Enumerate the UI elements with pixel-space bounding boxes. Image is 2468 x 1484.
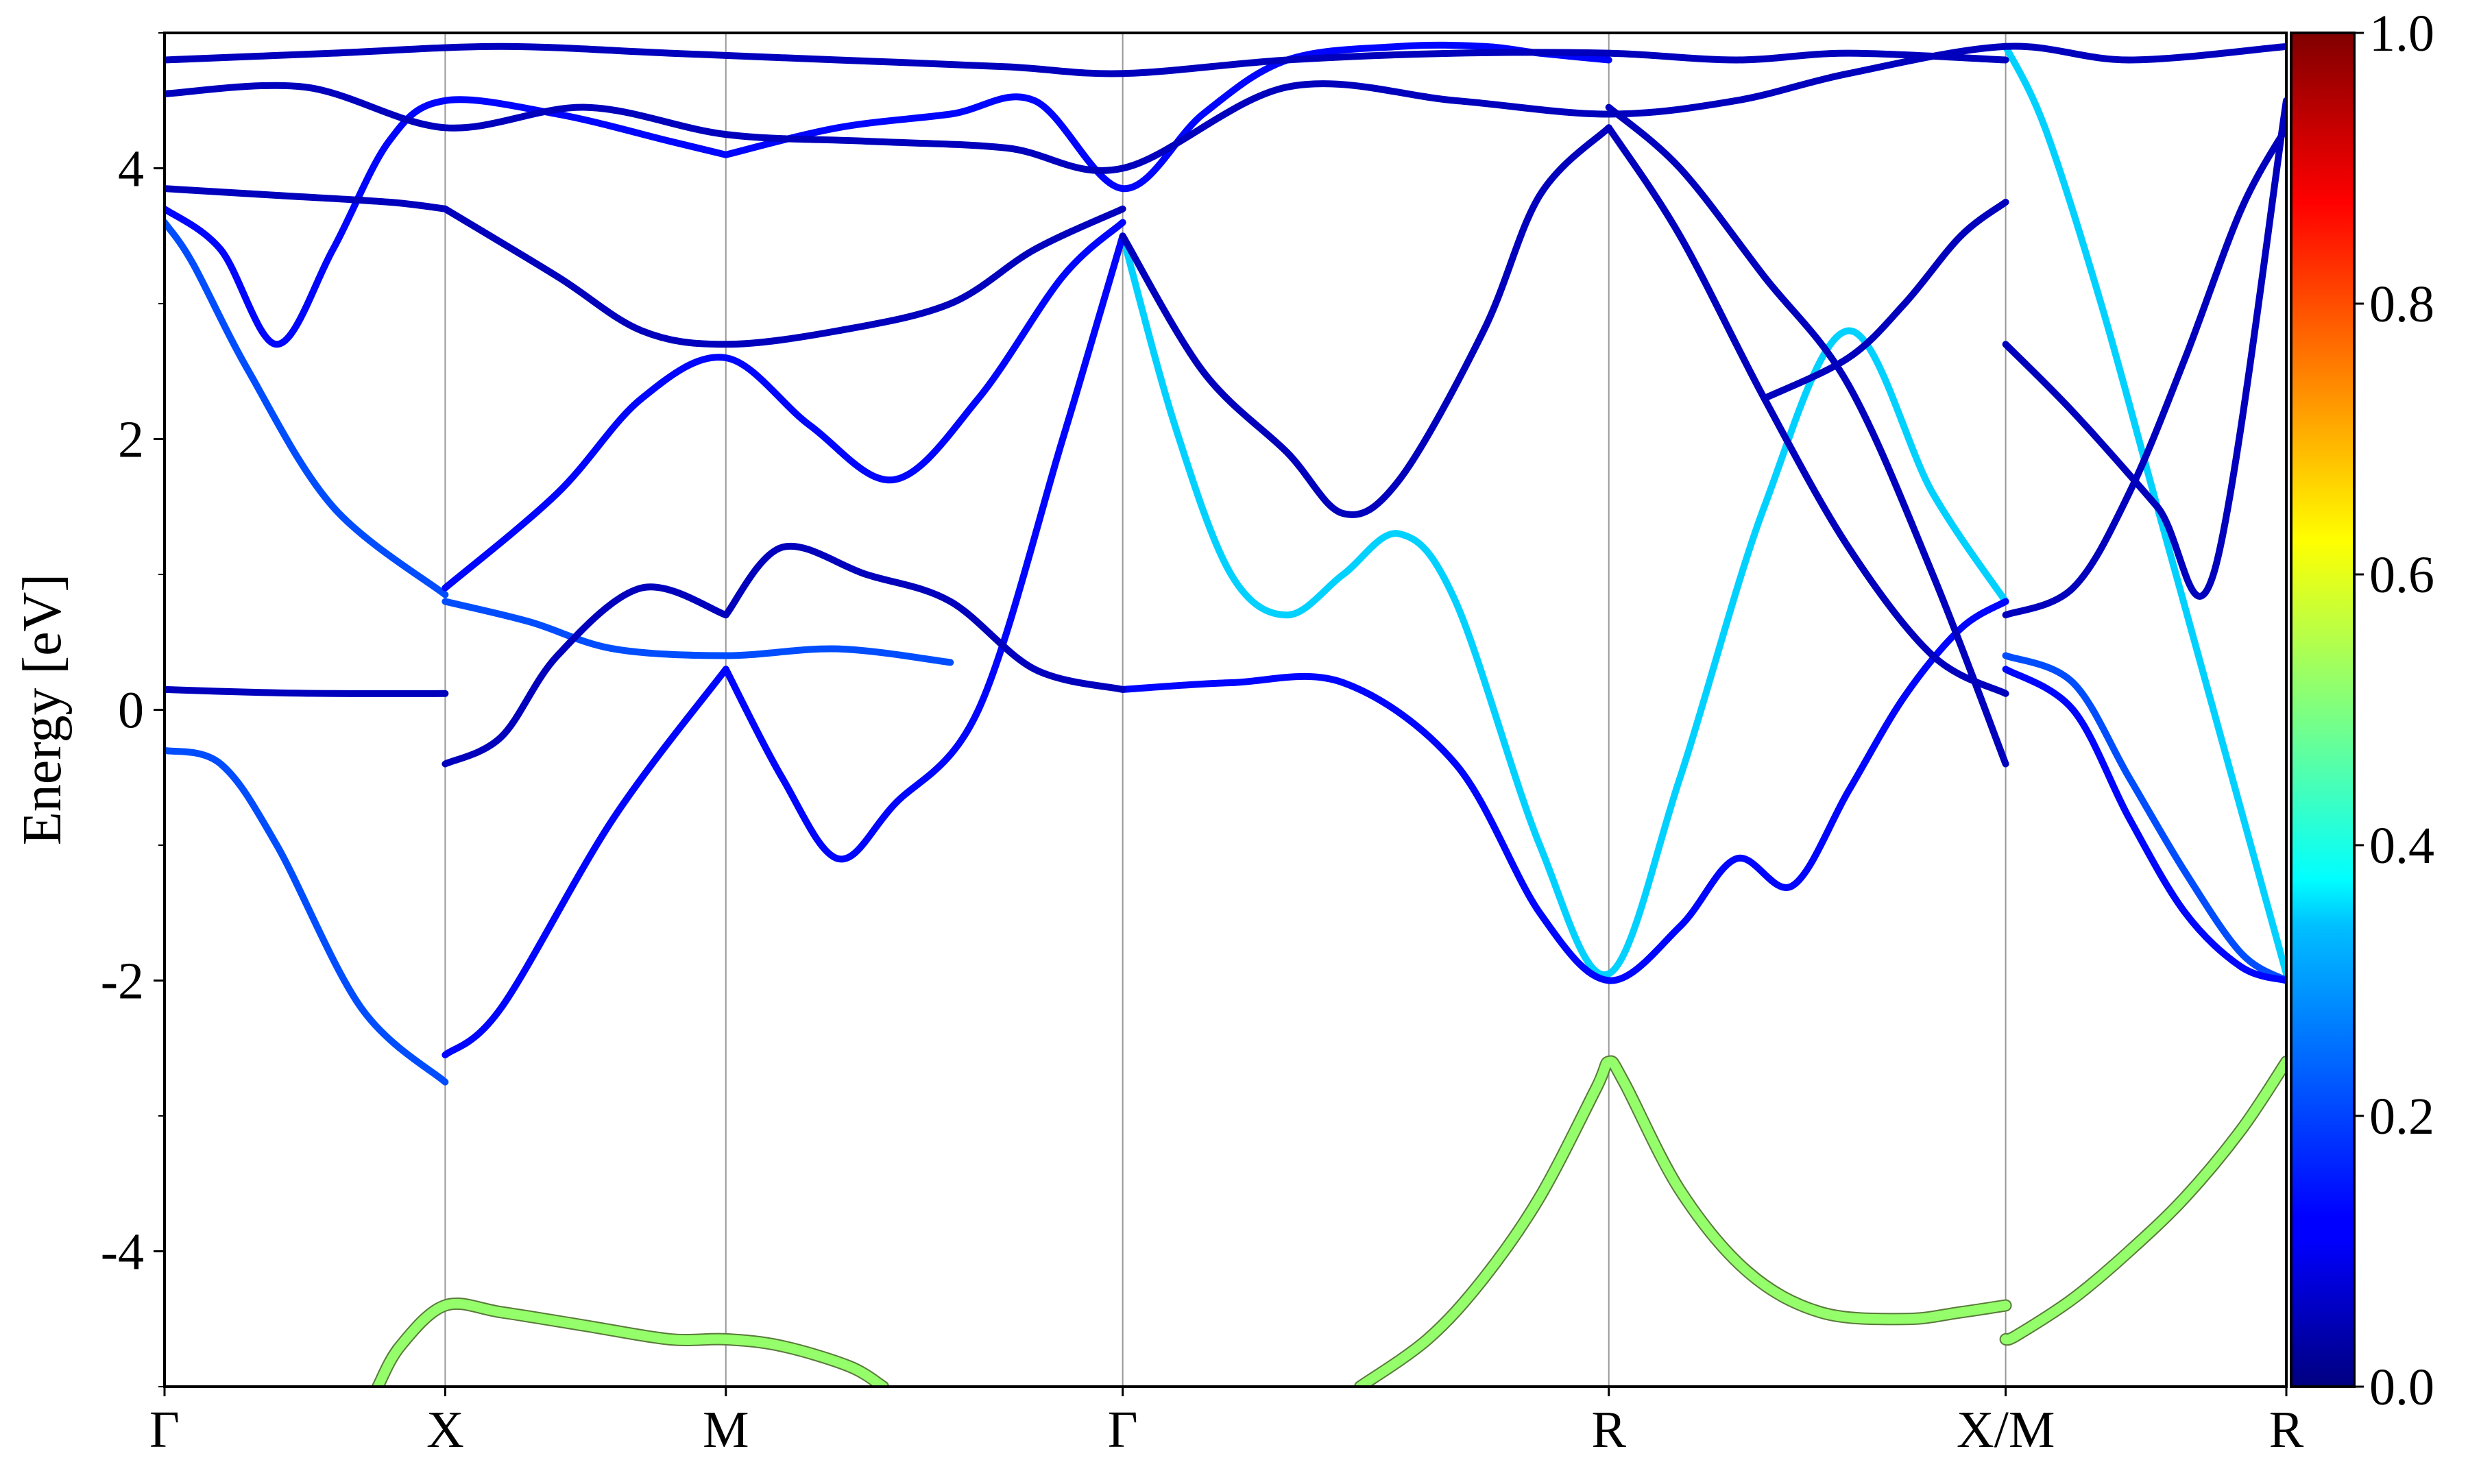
- band-line: [1355, 1056, 2011, 1387]
- x-tick-label: X: [426, 1401, 464, 1459]
- band-line: [2002, 42, 2286, 977]
- x-axis-ticks: Γ X M Γ R X/M R: [149, 1387, 2304, 1459]
- band-line: [165, 185, 449, 212]
- colorbar-ticks: 1.0 0.8 0.6 0.4 0.2 0.0: [2354, 5, 2434, 1416]
- colorbar-tick-label: 0.4: [2369, 817, 2434, 875]
- band-line: [722, 542, 1126, 693]
- band-line: [441, 205, 1126, 348]
- plot-frame: [163, 32, 2288, 1388]
- kpoint-gridlines: [444, 33, 2007, 1387]
- band-line: [441, 219, 1126, 592]
- y-axis-ticks: 4 2 0 -2 -4: [101, 32, 165, 1387]
- band-line: [165, 746, 449, 1086]
- band-line: [722, 232, 1126, 863]
- band-line: [2002, 666, 2286, 984]
- band-line: [2002, 97, 2286, 600]
- band-line-outline: [1999, 1056, 2286, 1346]
- y-tick-label: 2: [118, 411, 144, 469]
- colorbar-tick-label: 0.0: [2369, 1359, 2434, 1416]
- band-line: [441, 598, 954, 666]
- band-line: [165, 42, 2286, 174]
- colorbar: [2290, 32, 2356, 1388]
- x-tick-label: Γ: [149, 1401, 180, 1459]
- band-line: [1761, 198, 2009, 402]
- x-tick-label: R: [1591, 1401, 1626, 1459]
- band-line: [1119, 124, 1612, 518]
- y-tick-label: 0: [118, 682, 144, 740]
- band-line: [165, 219, 449, 598]
- band-line: [441, 583, 729, 768]
- y-axis-title: Energy [eV]: [12, 574, 73, 845]
- band-line: [165, 96, 729, 348]
- band-line: [441, 666, 729, 1059]
- colorbar-tick-label: 1.0: [2369, 5, 2434, 62]
- band-line: [165, 685, 449, 697]
- band-line: [1119, 598, 2009, 984]
- band-line: [1119, 232, 2009, 979]
- colorbar-tick-label: 0.2: [2369, 1088, 2434, 1145]
- band-line: [2000, 1057, 2286, 1345]
- band-lines: [165, 41, 2286, 1387]
- band-line: [1605, 124, 2009, 697]
- band-line-outline: [1354, 1055, 2012, 1387]
- band-line: [165, 42, 2009, 77]
- band-line-outline: [372, 1297, 889, 1387]
- colorbar-tick-label: 0.6: [2369, 546, 2434, 604]
- band-line: [373, 1298, 888, 1387]
- y-tick-label: -4: [101, 1224, 144, 1281]
- band-line: [722, 41, 1612, 193]
- x-tick-label: R: [2269, 1401, 2304, 1459]
- band-line: [1605, 104, 2009, 768]
- y-tick-label: 4: [118, 141, 144, 198]
- y-tick-label: -2: [101, 953, 144, 1010]
- x-tick-label: M: [703, 1401, 749, 1459]
- x-tick-label: Γ: [1108, 1401, 1138, 1459]
- x-tick-label: X/M: [1957, 1401, 2055, 1459]
- colorbar-tick-label: 0.8: [2369, 276, 2434, 333]
- band-line: [2002, 124, 2286, 619]
- band-line: [2002, 652, 2286, 984]
